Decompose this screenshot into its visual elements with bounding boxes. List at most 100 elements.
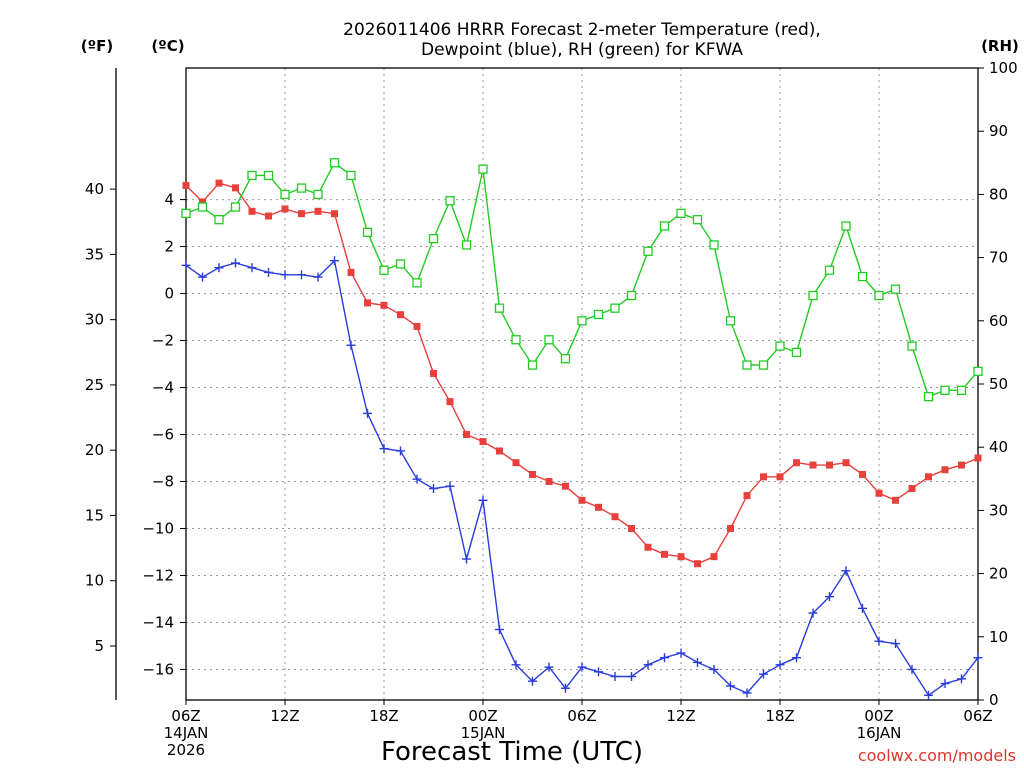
celsius-tick-label: −14 — [142, 613, 174, 631]
temperature-point — [925, 473, 932, 481]
dewpoint-point — [627, 672, 636, 682]
dewpoint-point — [247, 263, 257, 273]
celsius-tick-label: −10 — [142, 519, 174, 537]
fahrenheit-tick-label: 10 — [85, 572, 104, 590]
rh-point — [263, 170, 274, 181]
temperature-point — [463, 431, 470, 439]
rh-tick-label: 40 — [989, 438, 1008, 456]
temperature-point — [446, 398, 454, 406]
rh-point — [428, 233, 439, 244]
temperature-point — [628, 524, 635, 532]
dewpoint-point — [924, 690, 933, 700]
celsius-tick-label: −8 — [152, 473, 174, 491]
rh-tick-label: 10 — [989, 628, 1008, 646]
temperature-point — [578, 496, 586, 504]
rh-point — [890, 284, 901, 294]
temperature-point — [364, 299, 371, 307]
dewpoint-point — [940, 679, 950, 689]
fahrenheit-tick-label: 25 — [85, 376, 104, 394]
temperature-point — [595, 503, 602, 511]
dewpoint-point — [429, 484, 438, 494]
rh-tick-label: 50 — [989, 375, 1008, 393]
rh-point — [626, 290, 637, 301]
watermark: coolwx.com/models — [858, 746, 1016, 765]
rh-point — [907, 341, 917, 351]
dewpoint-point — [363, 408, 372, 418]
dewpoint-point — [841, 566, 851, 576]
temperature-point — [479, 438, 487, 446]
rh-point — [527, 360, 538, 370]
dewpoint-series — [181, 256, 983, 700]
x-tick-label: 06Z — [567, 707, 596, 725]
rh-point — [511, 335, 521, 345]
temperature-point — [265, 212, 272, 220]
rh-point — [758, 360, 769, 370]
dewpoint-point — [693, 657, 702, 667]
temperature-point — [875, 489, 883, 497]
rh-point — [313, 189, 323, 200]
temperature-point — [694, 560, 701, 568]
temperature-point — [248, 207, 256, 215]
chart-title-line-1: 2026011406 HRRR Forecast 2-meter Tempera… — [343, 20, 821, 40]
fahrenheit-tick-label: 15 — [85, 506, 104, 524]
rh-point — [296, 183, 307, 193]
dewpoint-point — [858, 603, 867, 613]
rh-tick-label: 60 — [989, 312, 1008, 330]
celsius-tick-label: −6 — [152, 426, 174, 444]
x-tick-label: 18Z — [369, 707, 398, 725]
rh-tick-label: 30 — [989, 501, 1008, 519]
rh-point — [197, 202, 208, 212]
x-date-label: 14JAN — [164, 724, 209, 742]
dewpoint-point — [825, 592, 834, 602]
dewpoint-point — [891, 639, 900, 649]
dewpoint-point — [280, 270, 290, 280]
temperature-point — [941, 466, 949, 474]
temperature-point — [314, 207, 322, 215]
dewpoint-point — [973, 653, 983, 663]
temperature-point — [397, 311, 404, 319]
temperature-point — [743, 492, 751, 500]
dewpoint-point — [214, 263, 224, 273]
rh-point — [577, 316, 587, 326]
rh-point — [412, 278, 422, 288]
dewpoint-point — [874, 636, 884, 646]
temperature-point — [958, 461, 965, 469]
rh-point — [973, 366, 983, 377]
dewpoint-point — [346, 340, 356, 350]
rh-point — [791, 347, 802, 358]
temperature-point — [232, 184, 239, 192]
rh-point — [857, 271, 868, 282]
celsius-unit-label: (ºC) — [151, 37, 184, 55]
temperature-point — [661, 550, 668, 558]
rh-point — [593, 309, 604, 320]
x-tick-label: 18Z — [765, 707, 794, 725]
rh-point — [923, 391, 934, 402]
dewpoint-point — [561, 683, 570, 693]
temperature-point — [413, 322, 421, 330]
x-tick-label: 00Z — [864, 707, 893, 725]
rh-point — [841, 221, 851, 231]
celsius-tick-label: 4 — [164, 191, 174, 209]
dewpoint-point — [759, 669, 768, 679]
rh-point — [247, 170, 257, 181]
temperature-point — [430, 369, 437, 377]
rh-point — [181, 208, 191, 219]
rh-point — [742, 360, 752, 370]
rh-point — [280, 189, 290, 200]
rh-tick-label: 0 — [989, 691, 999, 709]
dewpoint-point — [511, 660, 521, 670]
dewpoint-point — [610, 672, 620, 682]
rh-unit-label: (RH) — [981, 37, 1019, 55]
dewpoint-point — [907, 664, 917, 674]
temperature-point — [908, 485, 916, 493]
temperature-point — [776, 473, 784, 481]
rh-point — [940, 385, 950, 395]
temperature-point — [347, 268, 355, 276]
dewpoint-point — [544, 662, 554, 672]
dewpoint-point — [594, 667, 603, 677]
dewpoint-point — [297, 270, 306, 280]
rh-point — [808, 290, 818, 301]
temperature-point — [529, 470, 536, 478]
rh-point — [230, 202, 241, 212]
